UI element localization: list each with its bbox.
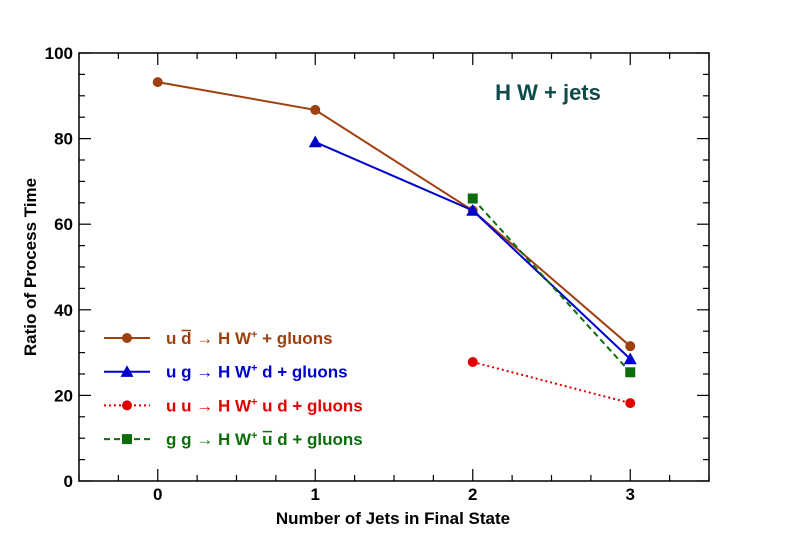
series-3 xyxy=(467,193,636,378)
y-tick-label: 60 xyxy=(54,215,73,234)
legend-label: g g → H W+ u d + gluons xyxy=(166,430,363,449)
series-group xyxy=(152,77,637,409)
legend: u d → H W+ + gluons u g → H W+ d + gluons… xyxy=(104,329,363,449)
data-point xyxy=(467,357,478,368)
data-point xyxy=(152,77,163,88)
axes-group: 0 20 40 60 80 100 0 1 2 3 xyxy=(45,44,710,504)
series-1 xyxy=(308,135,637,365)
data-point xyxy=(623,352,637,365)
data-point xyxy=(310,104,321,115)
data-point xyxy=(625,341,636,352)
legend-label: u g → H W+ d + gluons xyxy=(166,363,348,382)
x-axis-title: Number of Jets in Final State xyxy=(276,509,510,528)
series-line xyxy=(472,197,631,373)
legend-item: u g → H W+ d + gluons xyxy=(104,363,348,382)
chart-annotation: H W + jets xyxy=(495,80,601,105)
data-point xyxy=(467,193,478,204)
legend-label: u u → H W+ u d + gluons xyxy=(166,396,363,415)
legend-item: u d → H W+ + gluons xyxy=(104,329,333,348)
series-0 xyxy=(152,77,636,352)
y-tick-label: 80 xyxy=(54,130,73,149)
series-2 xyxy=(467,357,636,409)
data-point xyxy=(625,398,636,409)
legend-marker xyxy=(120,365,134,377)
plot-frame xyxy=(78,52,710,482)
series-line xyxy=(314,141,631,360)
y-axis-title: Ratio of Process Time xyxy=(21,178,40,356)
legend-marker xyxy=(122,333,132,343)
data-point xyxy=(625,367,636,378)
data-point xyxy=(308,135,322,148)
y-tick-label: 40 xyxy=(54,301,73,320)
x-tick-label: 3 xyxy=(626,485,635,504)
y-tick-label: 0 xyxy=(64,472,73,491)
legend-item: g g → H W+ u d + gluons xyxy=(104,430,363,449)
x-tick-label: 2 xyxy=(468,485,477,504)
y-tick-label: 20 xyxy=(54,386,73,405)
legend-item: u u → H W+ u d + gluons xyxy=(104,396,363,415)
series-line xyxy=(472,361,631,405)
y-tick-label: 100 xyxy=(45,44,73,63)
data-point xyxy=(466,204,480,216)
legend-marker xyxy=(122,400,132,411)
x-tick-label: 1 xyxy=(311,485,320,504)
legend-marker xyxy=(122,434,132,445)
series-line xyxy=(157,81,631,347)
x-tick-label: 0 xyxy=(153,485,162,504)
legend-label: u d → H W+ + gluons xyxy=(166,329,333,348)
